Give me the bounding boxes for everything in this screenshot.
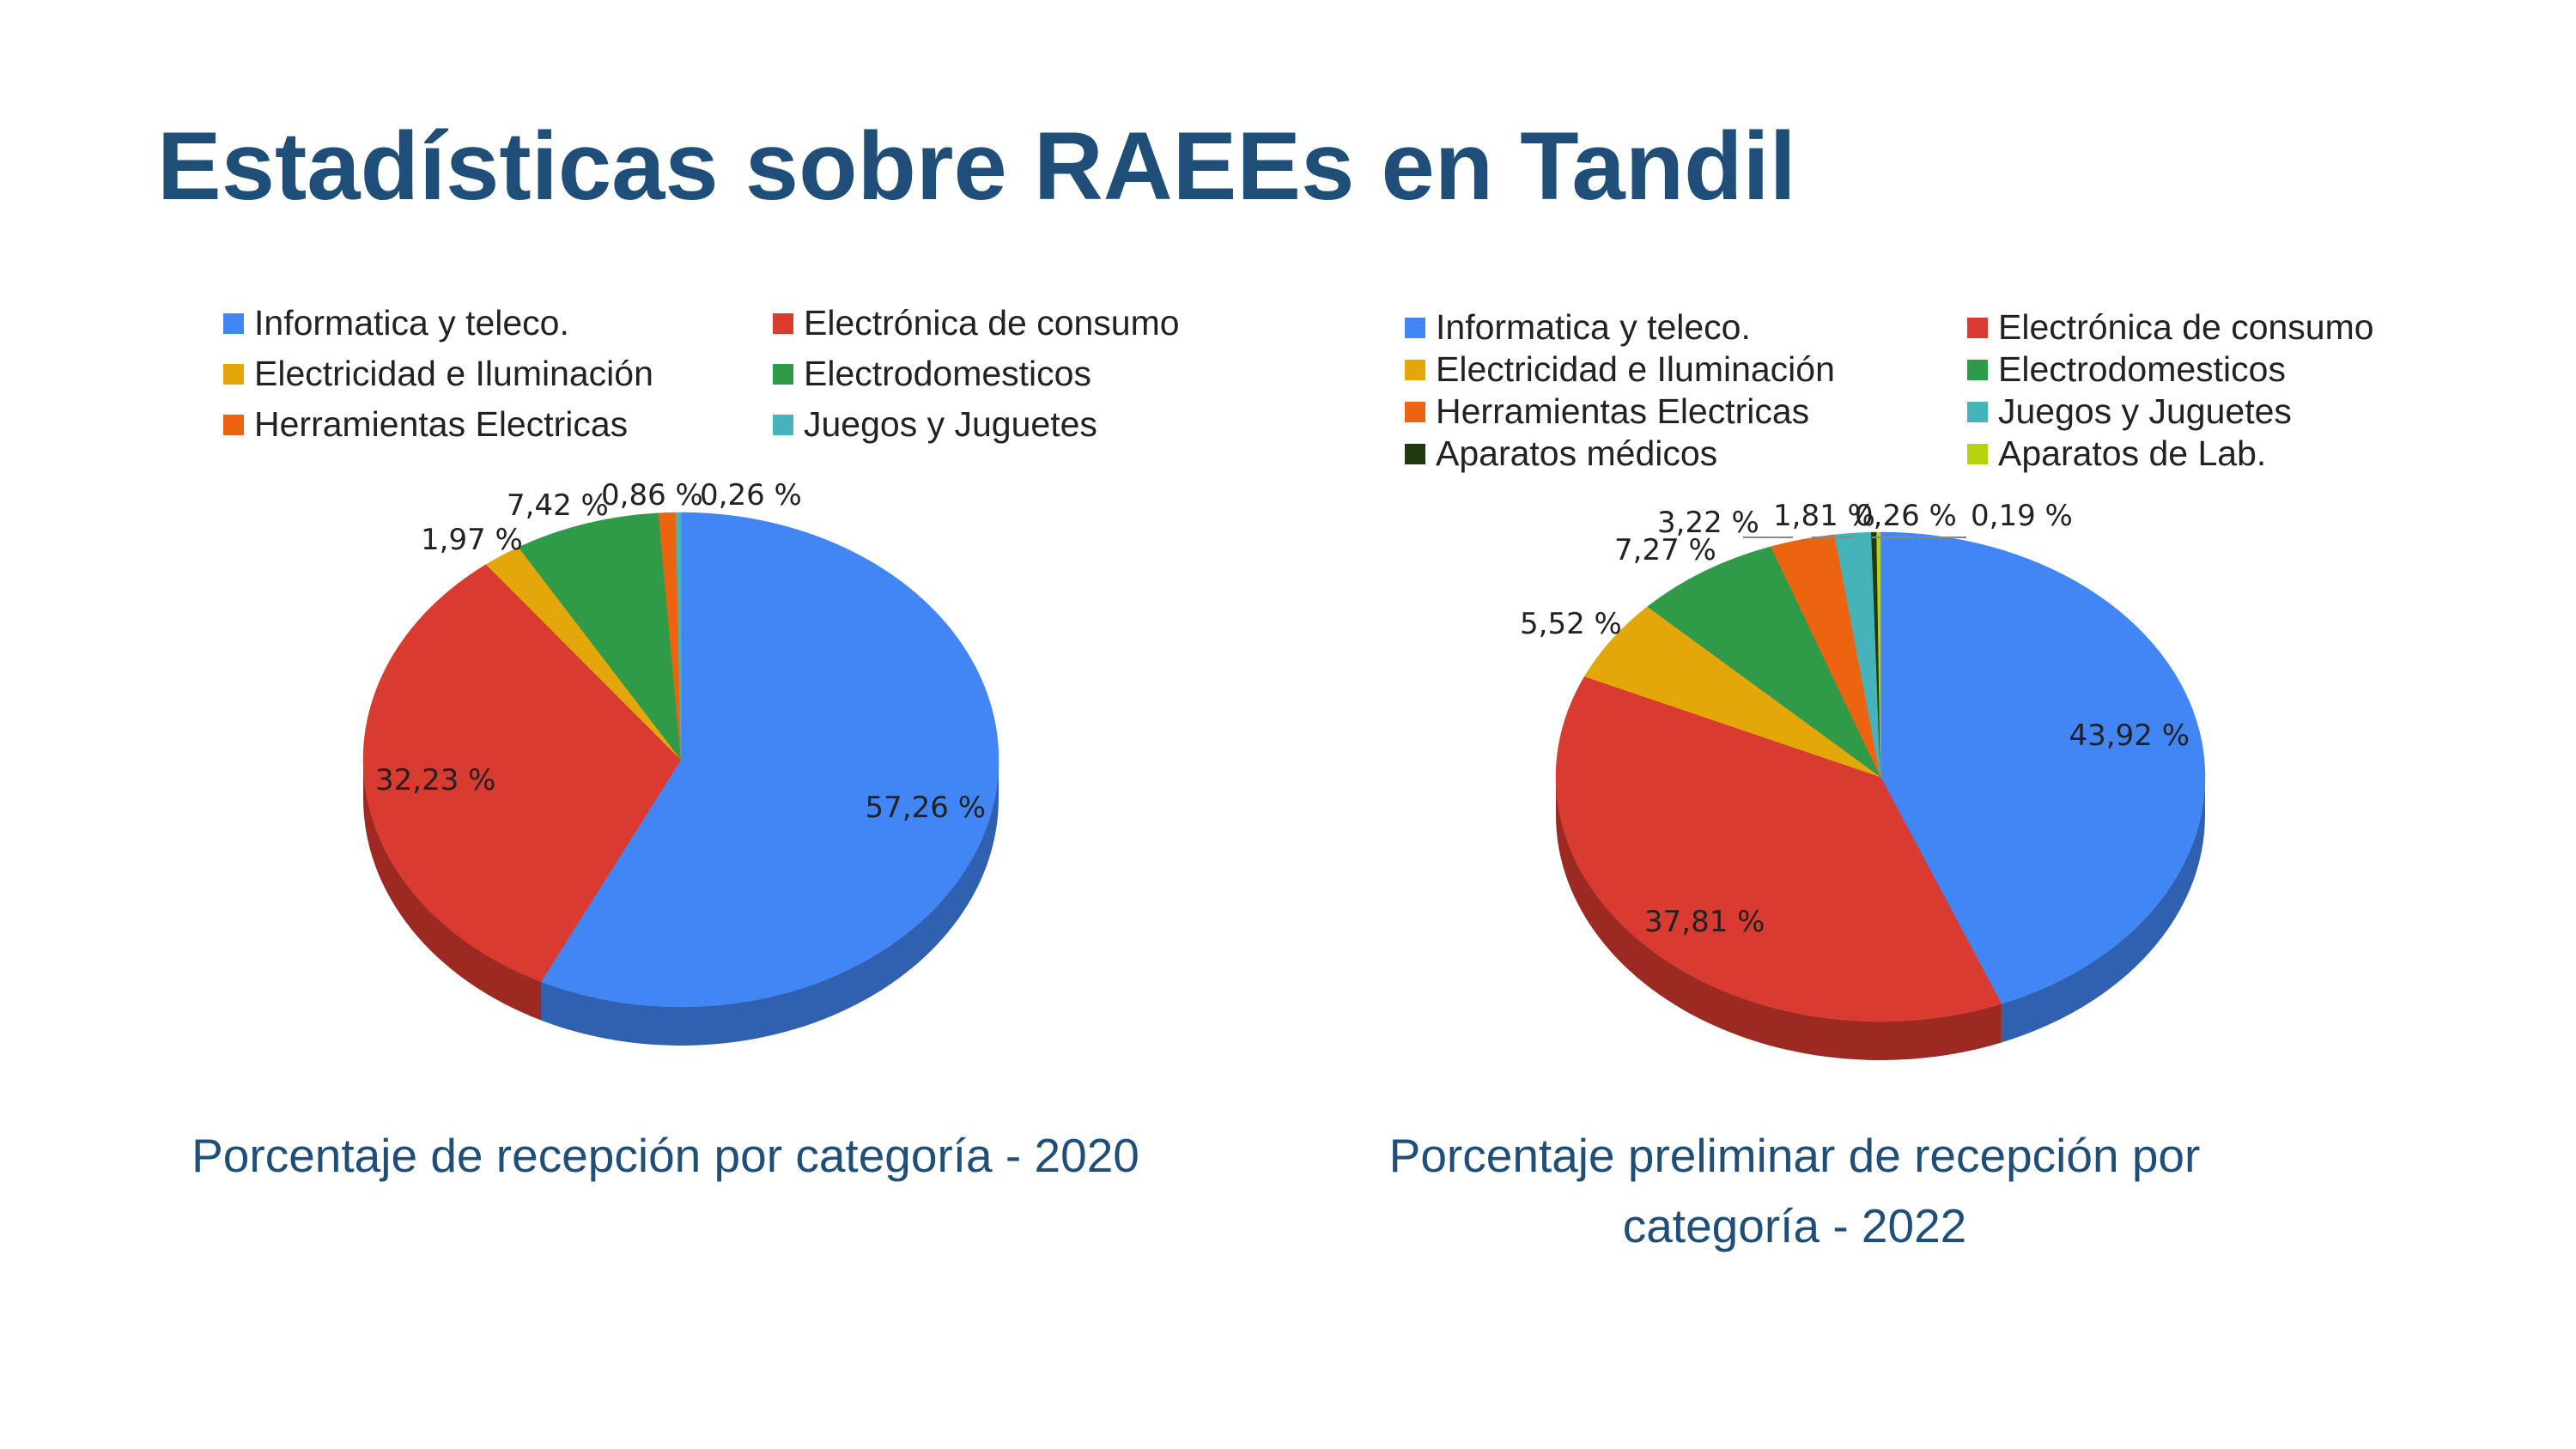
pie-side-electronica-de-consumo (363, 760, 542, 1021)
legend-swatch (773, 312, 793, 334)
slice-label-informatica-y-teleco: 57,26 % (866, 791, 986, 825)
slice-label-juegos-y-juguetes: 0,26 % (700, 478, 802, 512)
legend-label: Herramientas Electricas (1436, 391, 1810, 431)
slice-label-electricidad-e-iluminacion: 1,97 % (421, 523, 523, 557)
pie-slice-electronica-de-consumo (1555, 676, 2002, 1022)
legend-item: Herramientas Electricas (1405, 391, 1967, 433)
legend-item: Juegos y Juguetes (773, 403, 1322, 446)
legend-item: Electrónica de consumo (1967, 306, 2482, 349)
legend-item: Informatica y teleco. (1405, 306, 1967, 349)
pie-chart-2022: 43,92 %37,81 %5,52 %7,27 %3,22 % 1,81 %0,… (1520, 499, 2206, 1061)
legend-swatch (1405, 443, 1425, 464)
legend-item: Electricidad e Iluminación (1405, 349, 1967, 391)
legend-label: Aparatos médicos (1436, 433, 1718, 473)
legend-item: Electricidad e Iluminación (223, 353, 773, 395)
pie-slice-electronica-de-consumo (362, 564, 682, 982)
slice-label-electrodomesticos: 7,27 % (1614, 533, 1716, 567)
legend-swatch (1405, 401, 1425, 422)
legend-item: Electrodomesticos (1967, 349, 2482, 391)
legend-swatch (1405, 359, 1425, 380)
pie-side-informatica-y-teleco (541, 760, 999, 1046)
pie-slice-electrodomesticos (1647, 546, 1881, 778)
legend-swatch (773, 363, 793, 385)
legend-swatch (223, 363, 244, 385)
pie-slice-aparatos-de-lab (1876, 531, 1881, 778)
slice-label-electronica-de-consumo: 37,81 % (1644, 905, 1765, 939)
legend-item: Aparatos de Lab. (1967, 433, 2482, 475)
legend-swatch (1967, 401, 1988, 422)
slice-label-informatica-y-teleco: 43,92 % (2069, 718, 2190, 753)
legend-item: Herramientas Electricas (223, 403, 773, 446)
chart-caption-2020: Porcentaje de recepción por categoría - … (191, 1129, 1139, 1182)
pie-slice-electricidad-e-iluminacion (1583, 606, 1881, 778)
pie-side-electronica-de-consumo (1556, 777, 2002, 1061)
page-title: Estadísticas sobre RAEEs en Tandil (157, 112, 1796, 220)
legend-swatch (1967, 359, 1988, 380)
legend-swatch (223, 414, 244, 435)
slice-label-aparatos-medicos: 0,26 % (1855, 499, 1957, 533)
legend-label: Electrónica de consumo (1998, 307, 2374, 347)
legend-item: Aparatos médicos (1405, 433, 1967, 475)
legend-label: Electrónica de consumo (804, 303, 1180, 343)
slice-label-aparatos-de-lab: 0,19 % (1971, 499, 2073, 533)
legend-swatch (223, 312, 244, 334)
legend-item: Electrodomesticos (773, 353, 1322, 395)
pie-slice-juegos-y-juguetes (675, 512, 682, 761)
legend-label: Juegos y Juguetes (1998, 391, 2292, 431)
legend-label: Electrodomesticos (1998, 349, 2286, 389)
legend-item: Electrónica de consumo (773, 302, 1322, 344)
legend-2022: Informatica y teleco. Electrónica de con… (1405, 306, 2482, 475)
pie-slice-electrodomesticos (518, 512, 682, 761)
legend-2020: Informatica y teleco. Electrónica de con… (223, 302, 1322, 446)
legend-label: Electricidad e Iluminación (254, 354, 653, 393)
pie-slice-informatica-y-teleco (540, 512, 999, 1008)
legend-label: Electricidad e Iluminación (1436, 349, 1835, 389)
slice-label-herramientas-electricas: 3,22 % (1657, 506, 1759, 540)
slice-label-herramientas-electricas: 0,86 % (601, 478, 703, 512)
legend-swatch (1967, 443, 1988, 464)
legend-label: Juegos y Juguetes (804, 404, 1097, 444)
slice-label-electricidad-e-iluminacion: 5,52 % (1520, 607, 1622, 641)
legend-label: Electrodomesticos (804, 354, 1091, 393)
legend-item: Informatica y teleco. (223, 302, 773, 344)
legend-label: Informatica y teleco. (1436, 307, 1751, 347)
slice-label-electronica-de-consumo: 32,23 % (375, 763, 495, 797)
chart-caption-2022: Porcentaje preliminar de recepción por c… (1388, 1129, 2201, 1252)
pie-slice-informatica-y-teleco (1880, 531, 2206, 1004)
legend-swatch (1405, 317, 1425, 338)
legend-item: Juegos y Juguetes (1967, 391, 2482, 433)
slice-label-juegos-y-juguetes: 1,81 % (1773, 499, 1875, 533)
slice-label-electrodomesticos: 7,42 % (507, 488, 609, 523)
legend-swatch (773, 414, 793, 435)
legend-swatch (1967, 317, 1988, 338)
pie-chart-2020: 57,26 % 32,23 % 1,97 %7,42 %0,86 %0,26 % (362, 478, 999, 1046)
legend-label: Aparatos de Lab. (1998, 433, 2267, 473)
legend-label: Herramientas Electricas (254, 404, 629, 444)
legend-label: Informatica y teleco. (254, 303, 569, 343)
pie-side-informatica-y-teleco (2001, 777, 2205, 1043)
